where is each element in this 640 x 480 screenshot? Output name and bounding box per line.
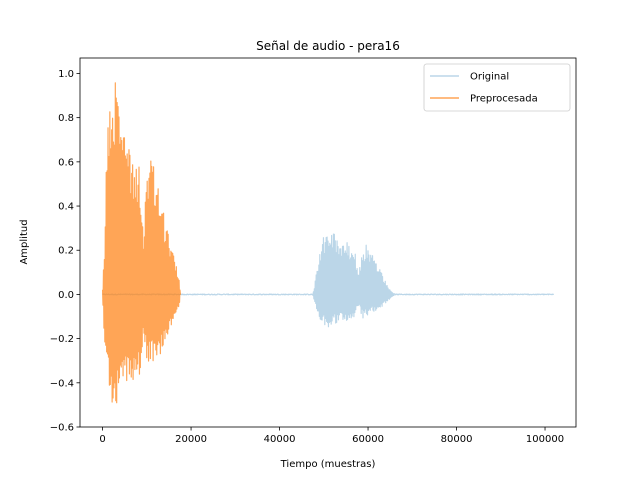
y-tick-label: 1.0 [58,69,74,80]
plot-area [101,82,555,404]
series-line-preprocesada [101,82,182,404]
y-tick-label: 0.4 [58,202,74,213]
x-tick-label: 60000 [352,434,384,445]
y-tick-label: 0.6 [58,157,74,168]
y-tick-label: −0.2 [50,334,74,345]
y-tick-label: 0.0 [58,290,74,301]
axes: 0 20000 40000 60000 80000 100000 −0.6 −0.4 −0.2 0… [50,57,577,445]
x-axis-label: Tiempo (muestras) [280,459,376,470]
legend-label-preprocesada: Preprocesada [470,94,538,105]
legend-label-original: Original [470,72,509,83]
axes-frame [79,57,577,428]
y-tick-label: −0.6 [50,423,74,434]
legend: Original Preprocesada [423,63,571,112]
y-tick-label: 0.8 [58,113,74,124]
x-tick-label: 40000 [264,434,296,445]
x-tick-label: 20000 [175,434,207,445]
y-tick-label: 0.2 [58,246,74,257]
legend-box [423,63,571,112]
x-tick-label: 80000 [441,434,473,445]
y-tick-label: −0.4 [50,378,74,389]
x-tick-label: 100000 [526,434,564,445]
x-tick-label: 0 [99,434,105,445]
y-axis-label: Amplitud [19,219,30,264]
chart-title: Señal de audio - pera16 [256,39,400,53]
